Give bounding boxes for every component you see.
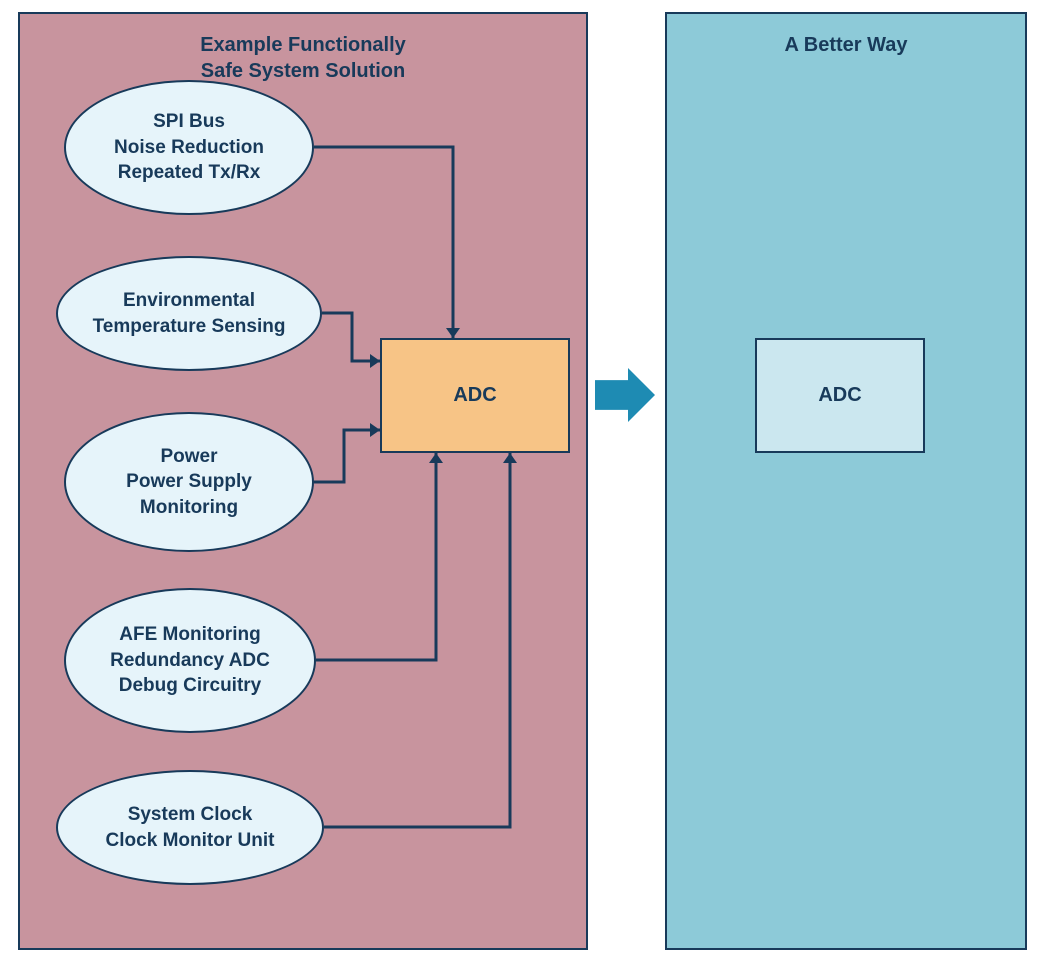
left-title-line1: Example Functionally xyxy=(200,34,406,56)
right-panel-title: A Better Way xyxy=(667,32,1025,58)
clock-line2: Clock Monitor Unit xyxy=(106,828,275,854)
clock-line1: System Clock xyxy=(128,802,253,828)
environmental-node: Environmental Temperature Sensing xyxy=(56,256,322,371)
spi-bus-node: SPI Bus Noise Reduction Repeated Tx/Rx xyxy=(64,80,314,215)
left-panel-title: Example Functionally Safe System Solutio… xyxy=(20,32,586,84)
right-panel: A Better Way xyxy=(665,12,1027,950)
power-line3: Monitoring xyxy=(140,495,238,521)
env-line1: Environmental xyxy=(123,288,255,314)
adc-left-label: ADC xyxy=(453,384,496,407)
afe-monitoring-node: AFE Monitoring Redundancy ADC Debug Circ… xyxy=(64,588,316,733)
adc-right-label: ADC xyxy=(818,384,861,407)
adc-right-box: ADC xyxy=(755,338,925,453)
adc-left-box: ADC xyxy=(380,338,570,453)
afe-line1: AFE Monitoring xyxy=(119,622,260,648)
spi-line3: Repeated Tx/Rx xyxy=(118,160,261,186)
right-title: A Better Way xyxy=(785,34,908,56)
afe-line2: Redundancy ADC xyxy=(110,648,270,674)
system-clock-node: System Clock Clock Monitor Unit xyxy=(56,770,324,885)
left-title-line2: Safe System Solution xyxy=(201,60,406,82)
spi-line2: Noise Reduction xyxy=(114,135,264,161)
spi-line1: SPI Bus xyxy=(153,109,225,135)
env-line2: Temperature Sensing xyxy=(93,314,286,340)
afe-line3: Debug Circuitry xyxy=(119,673,262,699)
power-node: Power Power Supply Monitoring xyxy=(64,412,314,552)
power-line1: Power xyxy=(160,444,217,470)
power-line2: Power Supply xyxy=(126,469,252,495)
